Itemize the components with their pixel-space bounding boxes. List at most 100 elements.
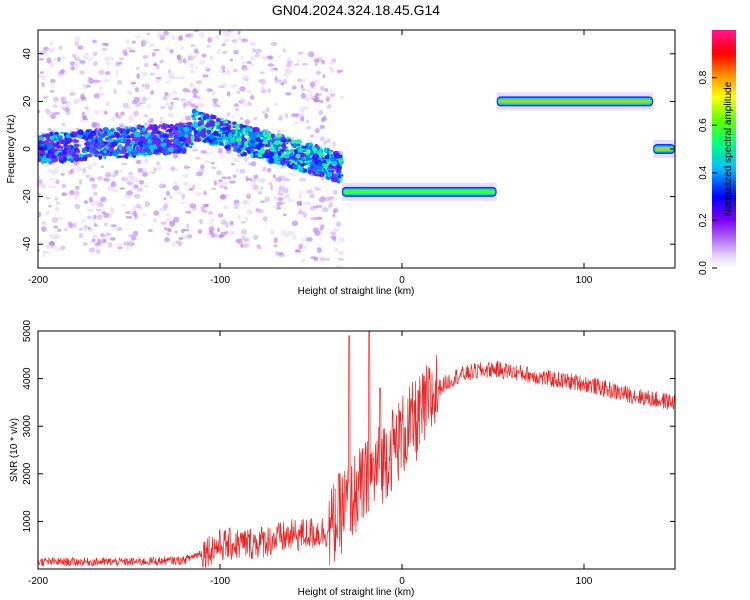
spectrogram-blob [285,151,290,155]
spectrogram-blob [146,127,151,131]
spectrogram-blob [224,144,230,150]
spectrogram-blob [310,149,315,156]
spectrogram-blob [92,61,98,67]
spectrogram-blob [135,35,141,39]
spectrogram-blob [41,226,47,232]
spectrogram-blob [249,41,257,47]
spectrogram-blob [69,92,76,96]
spectrogram-blob [202,139,207,143]
spectrogram-marks [38,30,675,268]
spectrogram-blob [60,245,66,251]
spectrogram-blob [139,140,144,145]
spectrogram-blob [236,131,240,138]
spectrogram-blob [54,206,60,213]
spectrogram-blob [45,158,52,162]
spectrogram-blob [143,62,149,68]
spectrogram-blob [134,132,141,138]
spectrogram-blob [182,103,187,109]
spectrogram-blob [150,90,155,96]
spectrogram-blob [160,142,167,146]
spectrogram-blob [239,116,244,121]
spectrogram-blob [336,163,340,169]
spectrogram-blob [121,148,128,154]
spectrogram-blob [182,144,186,148]
spectrogram-blob [103,110,108,115]
spectrogram-blob [103,141,109,145]
spectrogram-blob [242,151,248,157]
spectrogram-blob [299,107,305,113]
spectrogram-blob [166,228,173,233]
spectrogram-blob [47,128,52,131]
spectrogram-blob [42,155,47,160]
spectrogram-blob [167,105,174,111]
spectrogram-blob [176,132,183,138]
spectrogram-blob [91,183,98,189]
spectrogram-blob [235,137,242,143]
spectrogram-blob [165,213,171,217]
spectrogram-blob [140,130,148,134]
spectrogram-blob [215,34,220,40]
spectrogram-blob [131,126,135,131]
spectrogram-blob [143,55,148,59]
spectrogram-blob [44,162,50,168]
spectrogram-blob [38,136,45,141]
spectrogram-blob [87,226,91,230]
spectrogram-blob [198,32,205,38]
spectrogram-blob [85,174,90,178]
colorbar-tick-label: 0.8 [698,70,709,84]
spectrogram-blob [224,38,230,43]
spectrogram-blob [235,168,240,174]
spectrogram-blob [68,151,73,156]
spectrogram-blob [195,156,201,160]
spectrogram-blob [251,48,256,53]
spectrogram-blob [332,237,337,242]
spectrogram-blob [240,220,247,224]
spectrogram-blob [313,185,320,189]
spectrogram-blob [242,199,247,205]
spectrogram-blob [58,45,62,51]
spectrogram-blob [323,140,328,145]
spectrogram-blob [330,176,338,183]
spectrogram-blob [206,88,214,93]
spectrogram-blob [300,92,306,99]
spectrogram-blob [256,208,264,214]
spectrogram-blob [195,192,202,197]
spectrogram-blob [267,88,272,94]
spectrogram-blob [180,98,186,102]
spectrogram-blob [51,83,55,88]
spectrogram-blob [114,111,119,118]
spectrogram-blob [165,217,171,223]
spectrogram-blob [75,64,80,68]
spectrogram-blob [226,30,232,33]
spectrogram-blob [164,124,169,128]
spectrogram-blob [119,124,125,128]
spectrogram-blob [48,233,54,239]
spectrogram-blob [78,227,83,231]
spectrogram-blob [182,173,189,178]
spectrogram-blob [197,102,205,109]
spectrogram-blob [211,166,217,170]
spectrogram-blob [261,85,265,92]
spectrogram-blob [155,77,162,84]
spectrogram-blob [213,121,220,126]
spectrogram-blob [336,221,342,227]
colorbar-tick-label: 0.0 [698,261,709,275]
y-tick-label: 5000 [22,319,33,342]
spectrogram-blob [82,167,87,174]
spectrogram-blob [304,97,311,102]
spectrogram-blob [217,213,224,218]
spectrogram-blob [148,118,155,124]
spectrogram-blob [46,110,52,116]
spectrogram-blob [131,151,135,156]
spectrogram-blob [308,169,312,175]
spectrogram-blob [117,80,123,85]
spectrogram-blob [159,117,163,120]
spectrogram-blob [202,74,209,78]
spectrogram-blob [87,77,94,84]
spectrogram-blob [45,141,50,145]
spectrogram-blob [241,74,249,80]
spectrogram-blob [64,228,68,232]
spectrogram-blob [102,239,107,243]
spectrogram-blob [275,147,279,152]
spectrogram-blob [120,133,127,137]
